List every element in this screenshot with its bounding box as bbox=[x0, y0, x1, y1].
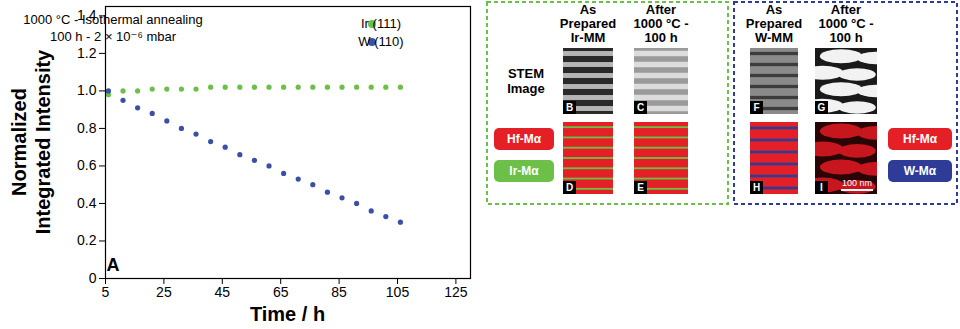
svg-text:A: A bbox=[107, 255, 120, 275]
svg-text:W (110): W (110) bbox=[358, 34, 403, 49]
svg-text:100 nm: 100 nm bbox=[842, 178, 872, 188]
svg-text:100 h - 2 × 10⁻⁶ mbar: 100 h - 2 × 10⁻⁶ mbar bbox=[50, 29, 177, 44]
svg-text:NormalizedIntegrated Intensity: NormalizedIntegrated Intensity bbox=[8, 49, 54, 234]
svg-text:After1000 °C -100 h: After1000 °C -100 h bbox=[818, 2, 873, 45]
svg-text:W-Mα: W-Mα bbox=[904, 164, 937, 178]
svg-text:1.2: 1.2 bbox=[77, 45, 97, 61]
svg-text:5: 5 bbox=[102, 284, 110, 300]
svg-text:1000 °C - Isothermal annealing: 1000 °C - Isothermal annealing bbox=[23, 12, 202, 27]
svg-text:B: B bbox=[566, 102, 573, 113]
svg-text:H: H bbox=[753, 182, 760, 193]
svg-text:0.2: 0.2 bbox=[77, 232, 97, 248]
svg-text:C: C bbox=[637, 102, 644, 113]
svg-text:0: 0 bbox=[89, 270, 97, 286]
svg-text:AsPreparedW-MM: AsPreparedW-MM bbox=[746, 2, 802, 45]
svg-text:Hf-Mα: Hf-Mα bbox=[903, 132, 938, 146]
svg-text:After1000 °C -100 h: After1000 °C -100 h bbox=[633, 2, 688, 45]
svg-text:105: 105 bbox=[386, 284, 410, 300]
svg-text:I: I bbox=[820, 182, 823, 193]
svg-text:Hf-Mα: Hf-Mα bbox=[507, 132, 542, 146]
svg-text:Ir-Mα: Ir-Mα bbox=[509, 164, 539, 178]
svg-text:F: F bbox=[753, 102, 759, 113]
svg-text:G: G bbox=[818, 102, 826, 113]
svg-text:Time / h: Time / h bbox=[250, 303, 325, 325]
svg-text:0.8: 0.8 bbox=[77, 120, 97, 136]
svg-text:0.4: 0.4 bbox=[77, 195, 97, 211]
svg-text:25: 25 bbox=[156, 284, 172, 300]
svg-text:STEMImage: STEMImage bbox=[507, 66, 545, 96]
svg-text:D: D bbox=[566, 182, 573, 193]
svg-text:125: 125 bbox=[444, 284, 468, 300]
svg-text:85: 85 bbox=[331, 284, 347, 300]
svg-text:E: E bbox=[637, 182, 644, 193]
svg-text:Ir (111): Ir (111) bbox=[361, 16, 401, 31]
svg-text:1.0: 1.0 bbox=[77, 82, 97, 98]
svg-text:65: 65 bbox=[273, 284, 289, 300]
svg-text:AsPreparedIr-MM: AsPreparedIr-MM bbox=[560, 2, 616, 45]
svg-text:45: 45 bbox=[215, 284, 231, 300]
svg-text:0.6: 0.6 bbox=[77, 157, 97, 173]
